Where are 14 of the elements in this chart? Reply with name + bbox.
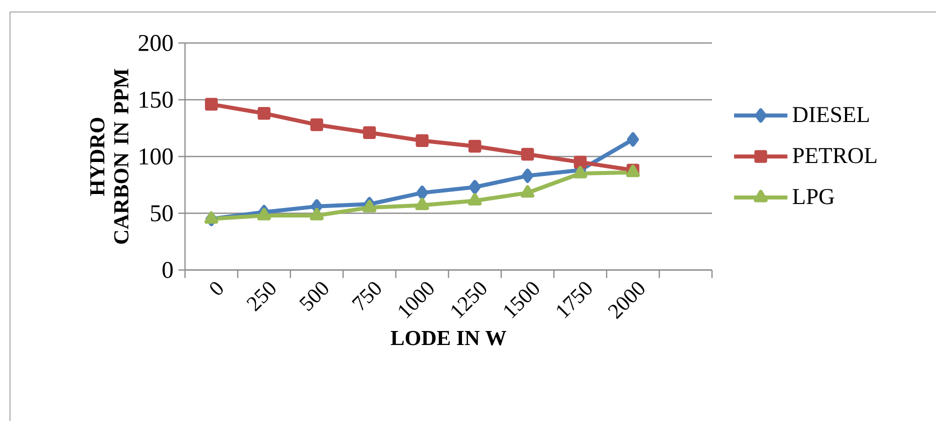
y-tick-label: 150 [140, 92, 173, 108]
x-tick-label: 750 [352, 282, 381, 310]
y-axis-title: HYDRO CARBON IN PPM [90, 68, 128, 244]
y-tick-label: 0 [162, 262, 173, 278]
x-tick-label: 250 [246, 282, 276, 312]
y-tick-label: 50 [151, 205, 173, 222]
x-tick-label: 0 [210, 282, 223, 295]
legend-label: LPG [792, 188, 834, 204]
legend-label: DIESEL [792, 106, 869, 122]
x-tick-label: 500 [299, 282, 328, 312]
y-tick-label: 200 [138, 34, 173, 52]
x-axis-title: LODE IN W [390, 330, 506, 346]
legend-label: PETROL [792, 148, 876, 164]
y-tick-label: 100 [140, 148, 173, 165]
